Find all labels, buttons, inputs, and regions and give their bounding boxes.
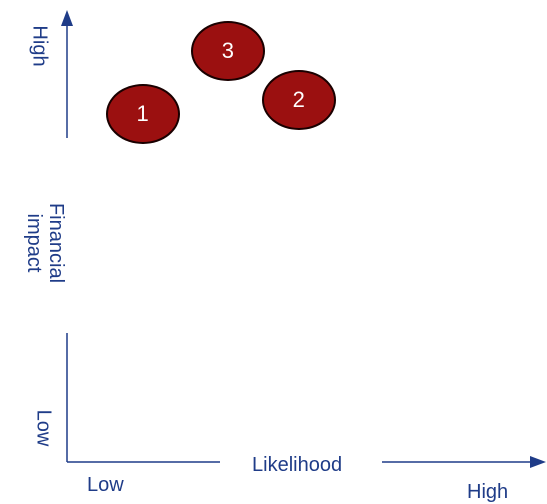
risk-bubble-1: 1 <box>105 83 180 144</box>
x-axis-title: Likelihood <box>252 454 343 476</box>
risk-bubble-label: 2 <box>292 87 305 113</box>
x-high-label: High <box>467 481 509 503</box>
y-axis-title-text: Financial impact <box>23 202 67 284</box>
x-axis-arrow-icon <box>530 456 546 468</box>
risk-bubble-2: 2 <box>261 70 336 131</box>
risk-bubble-label: 3 <box>221 37 234 63</box>
y-low-label: Low <box>32 409 55 447</box>
y-high-label: High <box>28 25 51 67</box>
risk-bubble-3: 3 <box>190 20 265 81</box>
risk-bubble-label: 1 <box>136 100 149 126</box>
y-axis-arrow-icon <box>61 10 73 26</box>
x-low-label: Low <box>87 474 124 496</box>
y-axis-title: Financial impact <box>23 193 67 293</box>
